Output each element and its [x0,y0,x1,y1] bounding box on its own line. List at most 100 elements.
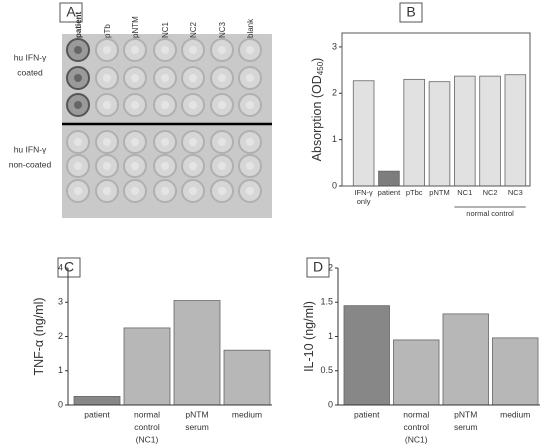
bar [442,313,489,406]
well-center [103,101,111,109]
x-tick-label: serum [185,422,209,432]
plot-frame [341,32,531,187]
well-center [161,46,169,54]
bar [343,305,390,406]
well-center [246,162,254,170]
y-axis-label-part: 450 [316,61,325,75]
well-center [218,74,226,82]
well-center [161,138,169,146]
x-tick-label: pTbc [406,188,423,197]
well-center [131,101,139,109]
well-center [74,138,82,146]
x-tick-label: patient [354,409,380,419]
bar [223,349,271,406]
bar [454,75,476,187]
panel-label-box [399,2,423,23]
well-center [74,101,82,109]
x-tick-label: serum [454,422,478,432]
bar [173,300,221,406]
well-center [103,138,111,146]
x-tick-label: (NC1) [136,434,159,444]
x-tick-label: control [403,422,429,432]
well-center [189,74,197,82]
x-tick-label: NC1 [457,188,472,197]
y-tick-label: 0 [58,399,63,409]
y-tick-label: 0 [332,180,337,190]
well-center [74,162,82,170]
bar [504,74,527,187]
row-label: coated [17,67,43,77]
y-tick-label: 1 [58,365,63,375]
well-center [246,46,254,54]
bar [492,337,539,406]
bar [393,339,440,406]
well-center [131,187,139,195]
x-tick-label: medium [500,409,530,419]
bar [403,78,425,187]
well-center [189,138,197,146]
column-label: blank [246,18,255,38]
y-tick-label: 0 [328,399,333,409]
x-tick-label: (NC1) [405,434,428,444]
well-center [246,187,254,195]
row-label: non-coated [9,159,52,169]
x-tick-label: medium [232,409,262,419]
y-axis-label-part: ) [310,58,324,62]
row-label: hu IFN-γ [14,144,47,154]
bar [428,81,451,187]
panel-label: A [66,4,76,20]
well-center [218,101,226,109]
x-tick-label: pNTM [429,188,449,197]
well-center [189,162,197,170]
well-center [218,187,226,195]
x-tick-label: control [134,422,160,432]
y-axis-label: TNF-α (ng/ml) [32,297,46,375]
panel-label-box [57,257,81,278]
column-label: pTb [103,24,112,38]
bar [123,327,171,406]
column-label: patient [74,11,83,38]
y-tick-label: 4 [58,262,63,272]
well-center [74,46,82,54]
well-center [131,46,139,54]
well-center [103,162,111,170]
y-tick-label: 2 [332,88,337,98]
bar [352,80,375,187]
well-center [246,74,254,82]
y-axis-label-part: IL-10 (ng/ml) [302,301,316,372]
column-label: NC3 [218,21,227,38]
well-center [246,101,254,109]
panel-label-box [306,257,330,278]
y-tick-label: 3 [58,297,63,307]
well-center [161,187,169,195]
panel-label: B [406,4,415,20]
y-tick-label: 1 [332,134,337,144]
well-center [189,187,197,195]
column-label: pNTM [131,16,140,38]
well-center [161,74,169,82]
y-tick-label: 1.5 [320,297,333,307]
well-center [218,46,226,54]
x-tick-label: NC3 [508,188,523,197]
well-center [218,138,226,146]
y-tick-label: 2 [328,262,333,272]
well-center [131,138,139,146]
well-center [161,162,169,170]
well-center [189,101,197,109]
x-tick-label: patient [84,409,110,419]
y-tick-label: 3 [332,41,337,51]
wells [66,38,262,203]
group-label: normal control [466,209,514,218]
y-axis-label-part: Absorption (OD [310,75,324,161]
column-label: NC2 [189,21,198,38]
x-tick-label: pNTM [185,409,208,419]
panel-label: D [313,259,323,275]
x-tick-label: only [357,197,371,206]
well-center [103,46,111,54]
x-tick-label: normal [403,409,429,419]
x-tick-label: pNTM [454,409,477,419]
well-center [103,74,111,82]
panel-label: C [64,259,74,275]
x-tick-label: IFN-γ [354,188,373,197]
well-center [74,187,82,195]
